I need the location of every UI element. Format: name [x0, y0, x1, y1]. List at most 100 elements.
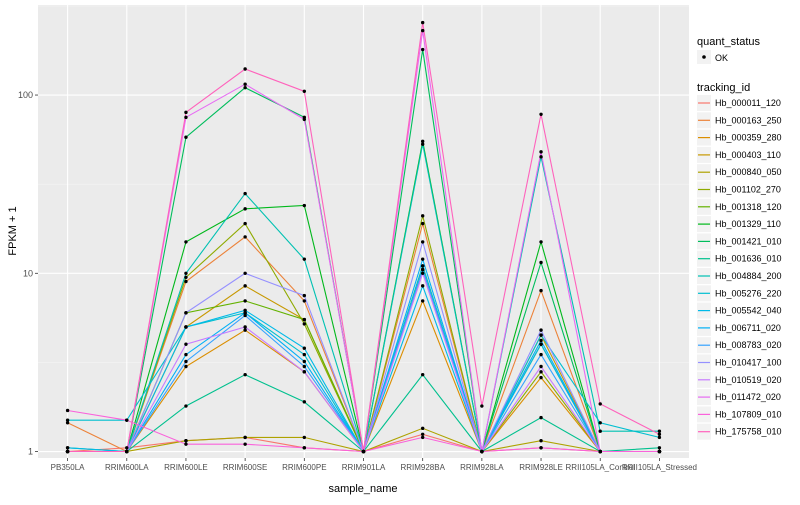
data-point: [539, 415, 543, 420]
data-point: [302, 400, 307, 404]
data-point: [539, 352, 543, 357]
x-tick-label: RRIM901LA: [342, 463, 386, 472]
data-point: [184, 364, 188, 369]
data-point: [184, 115, 188, 120]
data-point: [243, 442, 247, 446]
legend-quant-title: quant_status: [697, 36, 760, 48]
data-point: [539, 288, 543, 293]
data-point: [539, 446, 543, 450]
legend-tracking-title: tracking_id: [697, 82, 750, 94]
y-axis: 1 10 100: [18, 90, 38, 457]
data-point: [184, 240, 188, 244]
data-point: [420, 139, 425, 144]
data-point: [302, 352, 307, 357]
data-point: [184, 359, 188, 364]
data-point: [657, 435, 662, 440]
data-point: [539, 375, 543, 380]
x-tick-label: RRIM600LE: [164, 463, 208, 472]
data-point: [243, 191, 247, 196]
data-point: [184, 442, 188, 446]
legend-series-label: Hb_011472_020: [715, 392, 781, 402]
data-point: [243, 435, 247, 440]
data-point: [420, 372, 425, 377]
data-point: [420, 299, 425, 303]
data-point: [420, 426, 425, 431]
data-point: [302, 370, 307, 374]
data-point: [243, 311, 247, 315]
data-point: [420, 20, 425, 25]
data-point: [125, 446, 129, 450]
legend-series-label: Hb_000163_250: [715, 115, 782, 125]
data-point: [65, 449, 70, 454]
x-tick-label: RRIM928LE: [519, 463, 563, 472]
data-point: [125, 449, 129, 454]
data-point: [302, 359, 307, 364]
data-point: [184, 404, 188, 408]
data-point: [302, 299, 307, 303]
data-point: [243, 221, 247, 226]
data-point: [184, 352, 188, 357]
legend-series-label: Hb_008783_020: [715, 340, 782, 350]
data-point: [598, 449, 602, 454]
legend-series-label: Hb_006711_020: [715, 323, 781, 333]
x-tick-label: RRIM600SE: [223, 463, 267, 472]
data-point: [184, 271, 188, 275]
data-point: [65, 446, 70, 450]
x-axis: PB350LA RRIM600LA RRIM600LE RRIM600SE RRIM60…: [51, 458, 697, 472]
data-point: [480, 449, 484, 454]
data-point: [480, 404, 484, 408]
data-point: [539, 260, 543, 265]
data-point: [539, 150, 543, 154]
legend-quant-status: quant_status OK: [697, 36, 760, 64]
data-point: [657, 429, 662, 433]
legend-series-label: Hb_000011_120: [715, 98, 781, 108]
x-axis-title: sample_name: [328, 483, 397, 495]
x-tick-label: PB350LA: [51, 463, 85, 472]
y-tick-label: 10: [23, 268, 33, 278]
y-tick-label: 100: [18, 90, 33, 100]
legend-series-label: Hb_000359_280: [715, 133, 782, 143]
data-point: [420, 214, 425, 218]
legend-series-label: Hb_001329_110: [715, 219, 781, 229]
data-point: [420, 267, 425, 272]
data-point: [539, 439, 543, 443]
data-point: [539, 370, 543, 374]
data-point: [243, 325, 247, 329]
data-point: [420, 264, 425, 268]
data-point: [598, 429, 602, 433]
data-point: [420, 432, 425, 436]
legend-point-icon: [702, 55, 706, 59]
legend-series-label: Hb_001318_120: [715, 202, 782, 212]
data-point: [302, 435, 307, 440]
data-point: [184, 110, 188, 115]
data-point: [420, 435, 425, 440]
data-point: [420, 28, 425, 33]
data-point: [302, 322, 307, 326]
legend-series-label: Hb_010519_020: [715, 375, 782, 385]
data-point: [243, 313, 247, 318]
data-point: [302, 364, 307, 369]
x-tick-label: RRIM600LA: [105, 463, 149, 472]
data-point: [539, 240, 543, 244]
data-point: [302, 257, 307, 261]
data-point: [184, 279, 188, 284]
legend-series-label: Hb_010417_100: [715, 358, 782, 368]
data-point: [420, 221, 425, 226]
x-tick-label: RRIM928LA: [460, 463, 504, 472]
data-point: [598, 421, 602, 425]
data-point: [420, 257, 425, 261]
data-point: [420, 47, 425, 52]
legend-series-label: Hb_005276_220: [715, 288, 782, 298]
x-tick-label: RRIM928BA: [400, 463, 445, 472]
data-point: [184, 275, 188, 279]
legend-series-label: Hb_000403_110: [715, 150, 781, 160]
data-point: [302, 293, 307, 298]
legend-quant-label: OK: [715, 53, 728, 63]
data-point: [243, 235, 247, 239]
data-point: [302, 446, 307, 450]
legend-series-label: Hb_107809_010: [715, 409, 782, 419]
data-point: [539, 155, 543, 159]
data-point: [243, 271, 247, 275]
